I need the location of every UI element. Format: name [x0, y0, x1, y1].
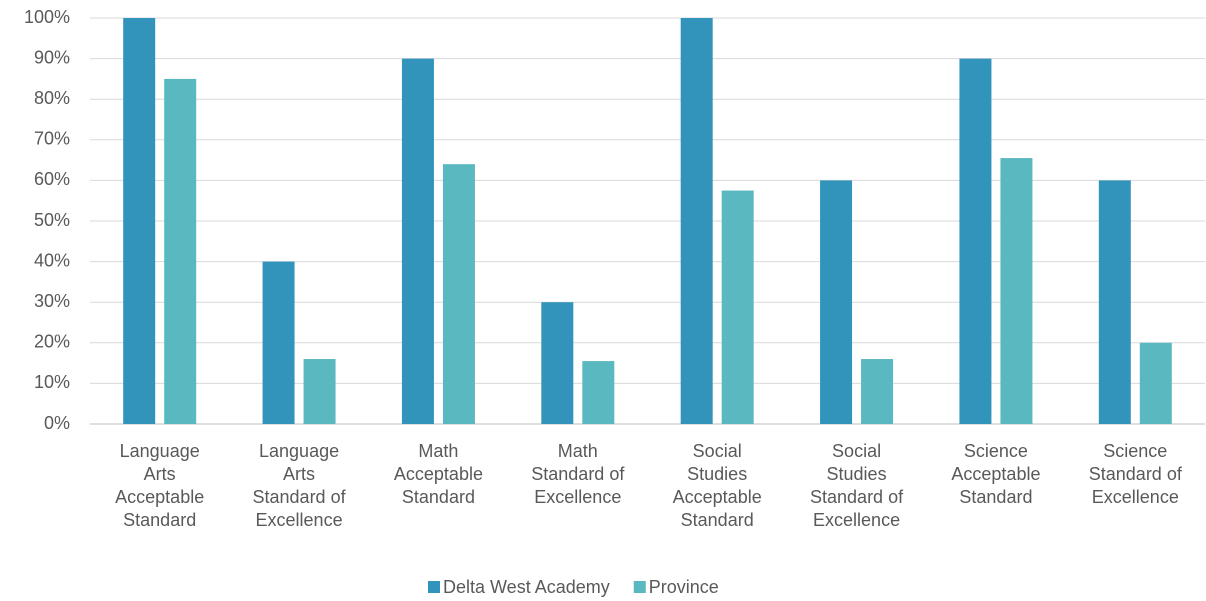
bar	[123, 18, 156, 424]
bar	[1098, 180, 1131, 424]
x-tick-label: Social Studies Acceptable Standard	[673, 441, 762, 530]
y-tick-label: 60%	[34, 169, 70, 189]
x-tick-label: Science Standard of Excellence	[1089, 441, 1183, 507]
legend-swatch	[428, 581, 440, 593]
bar	[721, 190, 754, 424]
x-tick-label: Language Arts Acceptable Standard	[115, 441, 204, 530]
bar	[582, 361, 615, 424]
bar	[401, 58, 434, 424]
x-tick-label: Social Studies Standard of Excellence	[810, 441, 904, 530]
bar	[820, 180, 853, 424]
bar	[959, 58, 992, 424]
y-tick-label: 0%	[44, 413, 70, 433]
y-tick-label: 50%	[34, 210, 70, 230]
bar	[442, 164, 475, 424]
y-tick-label: 20%	[34, 332, 70, 352]
legend-swatch	[633, 581, 646, 593]
bar	[164, 78, 197, 425]
bar	[861, 359, 894, 424]
x-tick-label: Math Standard of Excellence	[531, 441, 625, 507]
y-tick-label: 10%	[34, 372, 70, 392]
x-tick-label: Language Arts Standard of Excellence	[253, 441, 347, 530]
x-tick-label: Science Acceptable Standard	[951, 441, 1040, 507]
bar	[262, 261, 295, 424]
bar	[303, 359, 336, 424]
y-tick-label: 80%	[34, 88, 70, 108]
legend-label: Delta West Academy	[443, 577, 610, 597]
y-tick-label: 100%	[24, 7, 70, 27]
bar	[1000, 158, 1033, 424]
y-tick-label: 40%	[34, 250, 70, 270]
bar	[1139, 342, 1172, 424]
bar	[680, 18, 713, 424]
x-tick-label: Math Acceptable Standard	[394, 441, 483, 507]
y-tick-label: 90%	[34, 47, 70, 67]
y-tick-label: 30%	[34, 291, 70, 311]
legend-label: Province	[649, 577, 719, 597]
y-tick-label: 70%	[34, 129, 70, 149]
bar	[541, 302, 574, 424]
